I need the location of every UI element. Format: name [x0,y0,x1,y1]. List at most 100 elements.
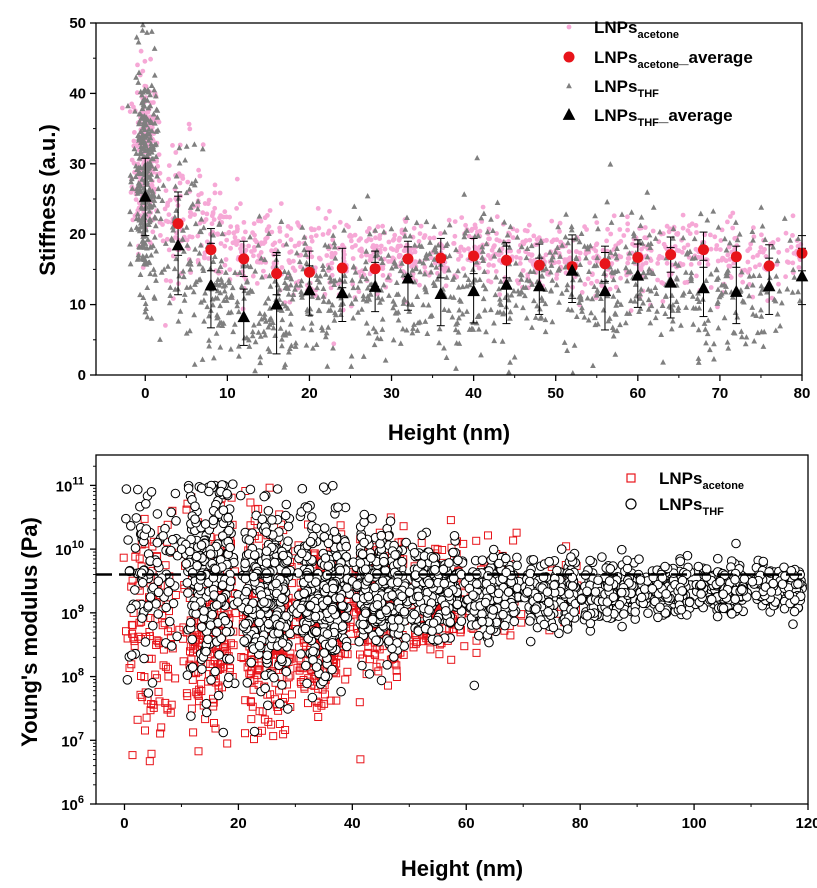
thf-data-point [556,299,562,304]
thf-data-point [148,679,157,688]
acetone-data-point [494,269,499,274]
acetone-data-point [688,231,693,236]
thf-data-point [249,572,258,581]
acetone-data-point [250,230,255,235]
acetone-data-point [316,206,321,211]
thf-data-point [364,320,370,325]
thf-data-point [481,296,487,301]
acetone-data-point [360,249,365,254]
thf-data-point [281,511,290,520]
thf-data-point [165,263,171,268]
acetone-data-point [583,282,588,287]
thf-data-point [563,211,569,216]
thf-data-point [215,651,224,660]
acetone-data-point [172,592,179,599]
thf-data-point [297,259,303,264]
acetone-data-point [212,206,217,211]
acetone-data-point [192,212,197,217]
thf-data-point [140,27,146,32]
x-tick-label: 0 [141,385,149,402]
thf-data-point [265,295,271,300]
thf-data-point [543,329,549,334]
acetone-data-point [120,106,125,111]
thf-data-point [548,287,554,292]
thf-data-point [491,320,497,325]
thf-data-point [705,317,711,322]
acetone-data-point [188,214,193,219]
thf-data-point [658,332,664,337]
thf-data-point [222,288,228,293]
thf-data-point [191,602,200,611]
acetone-data-point [312,227,317,232]
thf-data-point [601,307,607,312]
thf-data-point [270,558,279,567]
acetone-data-point [730,226,735,231]
acetone-data-point [373,235,378,240]
thf-data-point [232,321,238,326]
acetone-data-point [625,214,630,219]
acetone-data-point [251,253,256,258]
legend-marker-acetone-average [564,52,575,63]
thf-data-point [660,303,666,308]
thf-data-point [579,231,585,236]
thf-data-point [564,287,570,292]
acetone-data-point [134,197,139,202]
thf-data-point [790,289,796,294]
acetone-data-point [618,255,623,260]
thf-data-point [361,293,367,298]
thf-data-point [127,522,136,531]
thf-data-point [714,266,720,271]
thf-data-point [795,289,801,294]
thf-data-point [172,266,178,271]
acetone-data-point [286,224,291,229]
acetone-data-point [642,235,647,240]
acetone-data-point [447,218,452,223]
thf-data-point [147,488,156,497]
thf-data-point [406,308,412,313]
thf-data-point [744,334,750,339]
acetone-data-point [535,237,540,242]
thf-data-point [153,248,159,253]
acetone-data-point [759,232,764,237]
thf-data-point [201,318,207,323]
acetone-data-point [146,758,153,765]
thf-data-point [687,289,693,294]
thf-data-point [144,602,153,611]
thf-data-point [739,334,745,339]
thf-data-point [775,258,781,263]
thf-data-point [565,282,571,287]
acetone-data-point [694,230,699,235]
acetone-data-point [452,241,457,246]
acetone-data-point [227,267,232,272]
thf-data-point [262,559,271,568]
thf-data-point [513,302,519,307]
acetone-data-point [379,244,384,249]
thf-data-point [217,344,223,349]
thf-data-point [168,535,177,544]
acetone-data-point [143,59,148,64]
thf-data-point [379,326,385,331]
thf-data-point [304,342,310,347]
acetone-data-point [129,752,136,759]
acetone-data-point [259,219,264,224]
thf-data-point [230,329,236,334]
acetone-data-point [485,532,492,539]
thf-data-point [184,589,193,598]
thf-data-point [670,318,676,323]
thf-data-point [211,565,220,574]
acetone-data-point [212,217,217,222]
thf-data-point [276,699,285,708]
acetone-data-point [309,235,314,240]
acetone-data-point [751,255,756,260]
y-tick-label: 40 [69,85,86,102]
stiffness-legend: LNPsacetoneLNPsacetone_averageLNPsTHFLNP… [563,18,753,129]
thf-data-point [506,369,512,374]
thf-data-point [251,322,257,327]
thf-data-point [127,209,133,214]
thf-data-point [221,616,230,625]
thf-data-point [696,305,702,310]
acetone-data-point [544,238,549,243]
acetone-data-point [469,228,474,233]
acetone-data-point [655,278,660,283]
